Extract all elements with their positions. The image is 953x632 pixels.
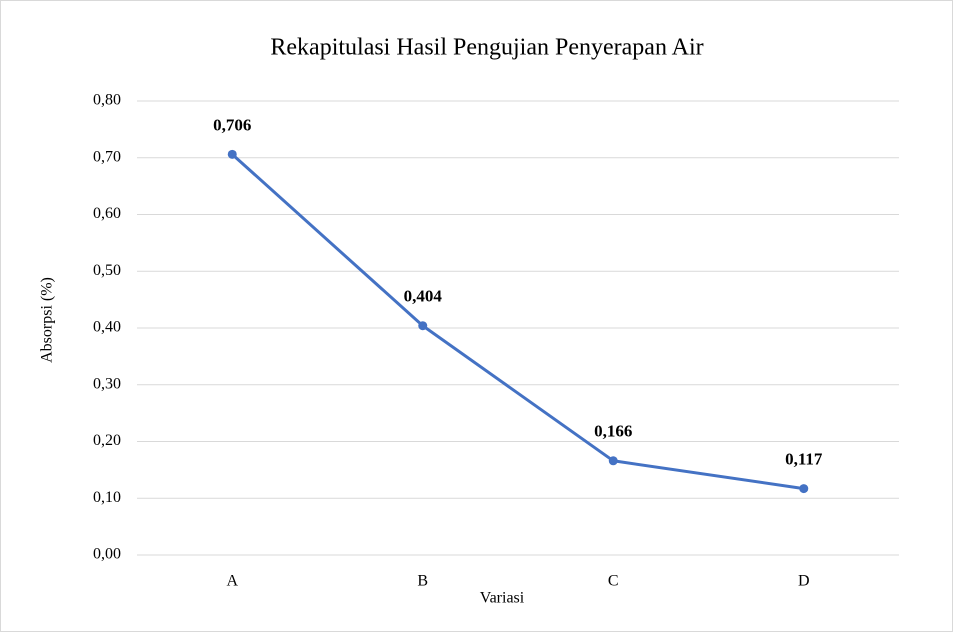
y-tick-label: 0,20 bbox=[93, 432, 121, 449]
data-label: 0,166 bbox=[594, 422, 632, 441]
data-point bbox=[418, 321, 428, 331]
y-tick-label: 0,10 bbox=[93, 489, 121, 506]
x-tick-label: A bbox=[226, 573, 238, 590]
data-point bbox=[799, 484, 809, 494]
data-label: 0,404 bbox=[404, 287, 443, 306]
x-tick-label: B bbox=[417, 573, 428, 590]
y-tick-label: 0,60 bbox=[93, 205, 121, 222]
y-tick-label: 0,70 bbox=[93, 148, 121, 165]
y-tick-label: 0,40 bbox=[93, 319, 121, 336]
y-tick-label: 0,80 bbox=[93, 92, 121, 109]
y-tick-label: 0,00 bbox=[93, 546, 121, 563]
y-tick-label: 0,30 bbox=[93, 375, 121, 392]
y-axis-label: Absorpsi (%) bbox=[39, 277, 56, 363]
data-line bbox=[231, 153, 804, 491]
y-tick-label: 0,50 bbox=[93, 262, 121, 279]
x-tick-label: C bbox=[608, 573, 619, 590]
x-axis-label: Variasi bbox=[480, 590, 525, 607]
data-point bbox=[608, 456, 618, 466]
data-point bbox=[227, 149, 237, 159]
data-label: 0,706 bbox=[213, 115, 251, 134]
x-tick-label: D bbox=[798, 573, 810, 590]
data-label: 0,117 bbox=[785, 450, 823, 469]
chart-title: Rekapitulasi Hasil Pengujian Penyerapan … bbox=[270, 35, 703, 61]
